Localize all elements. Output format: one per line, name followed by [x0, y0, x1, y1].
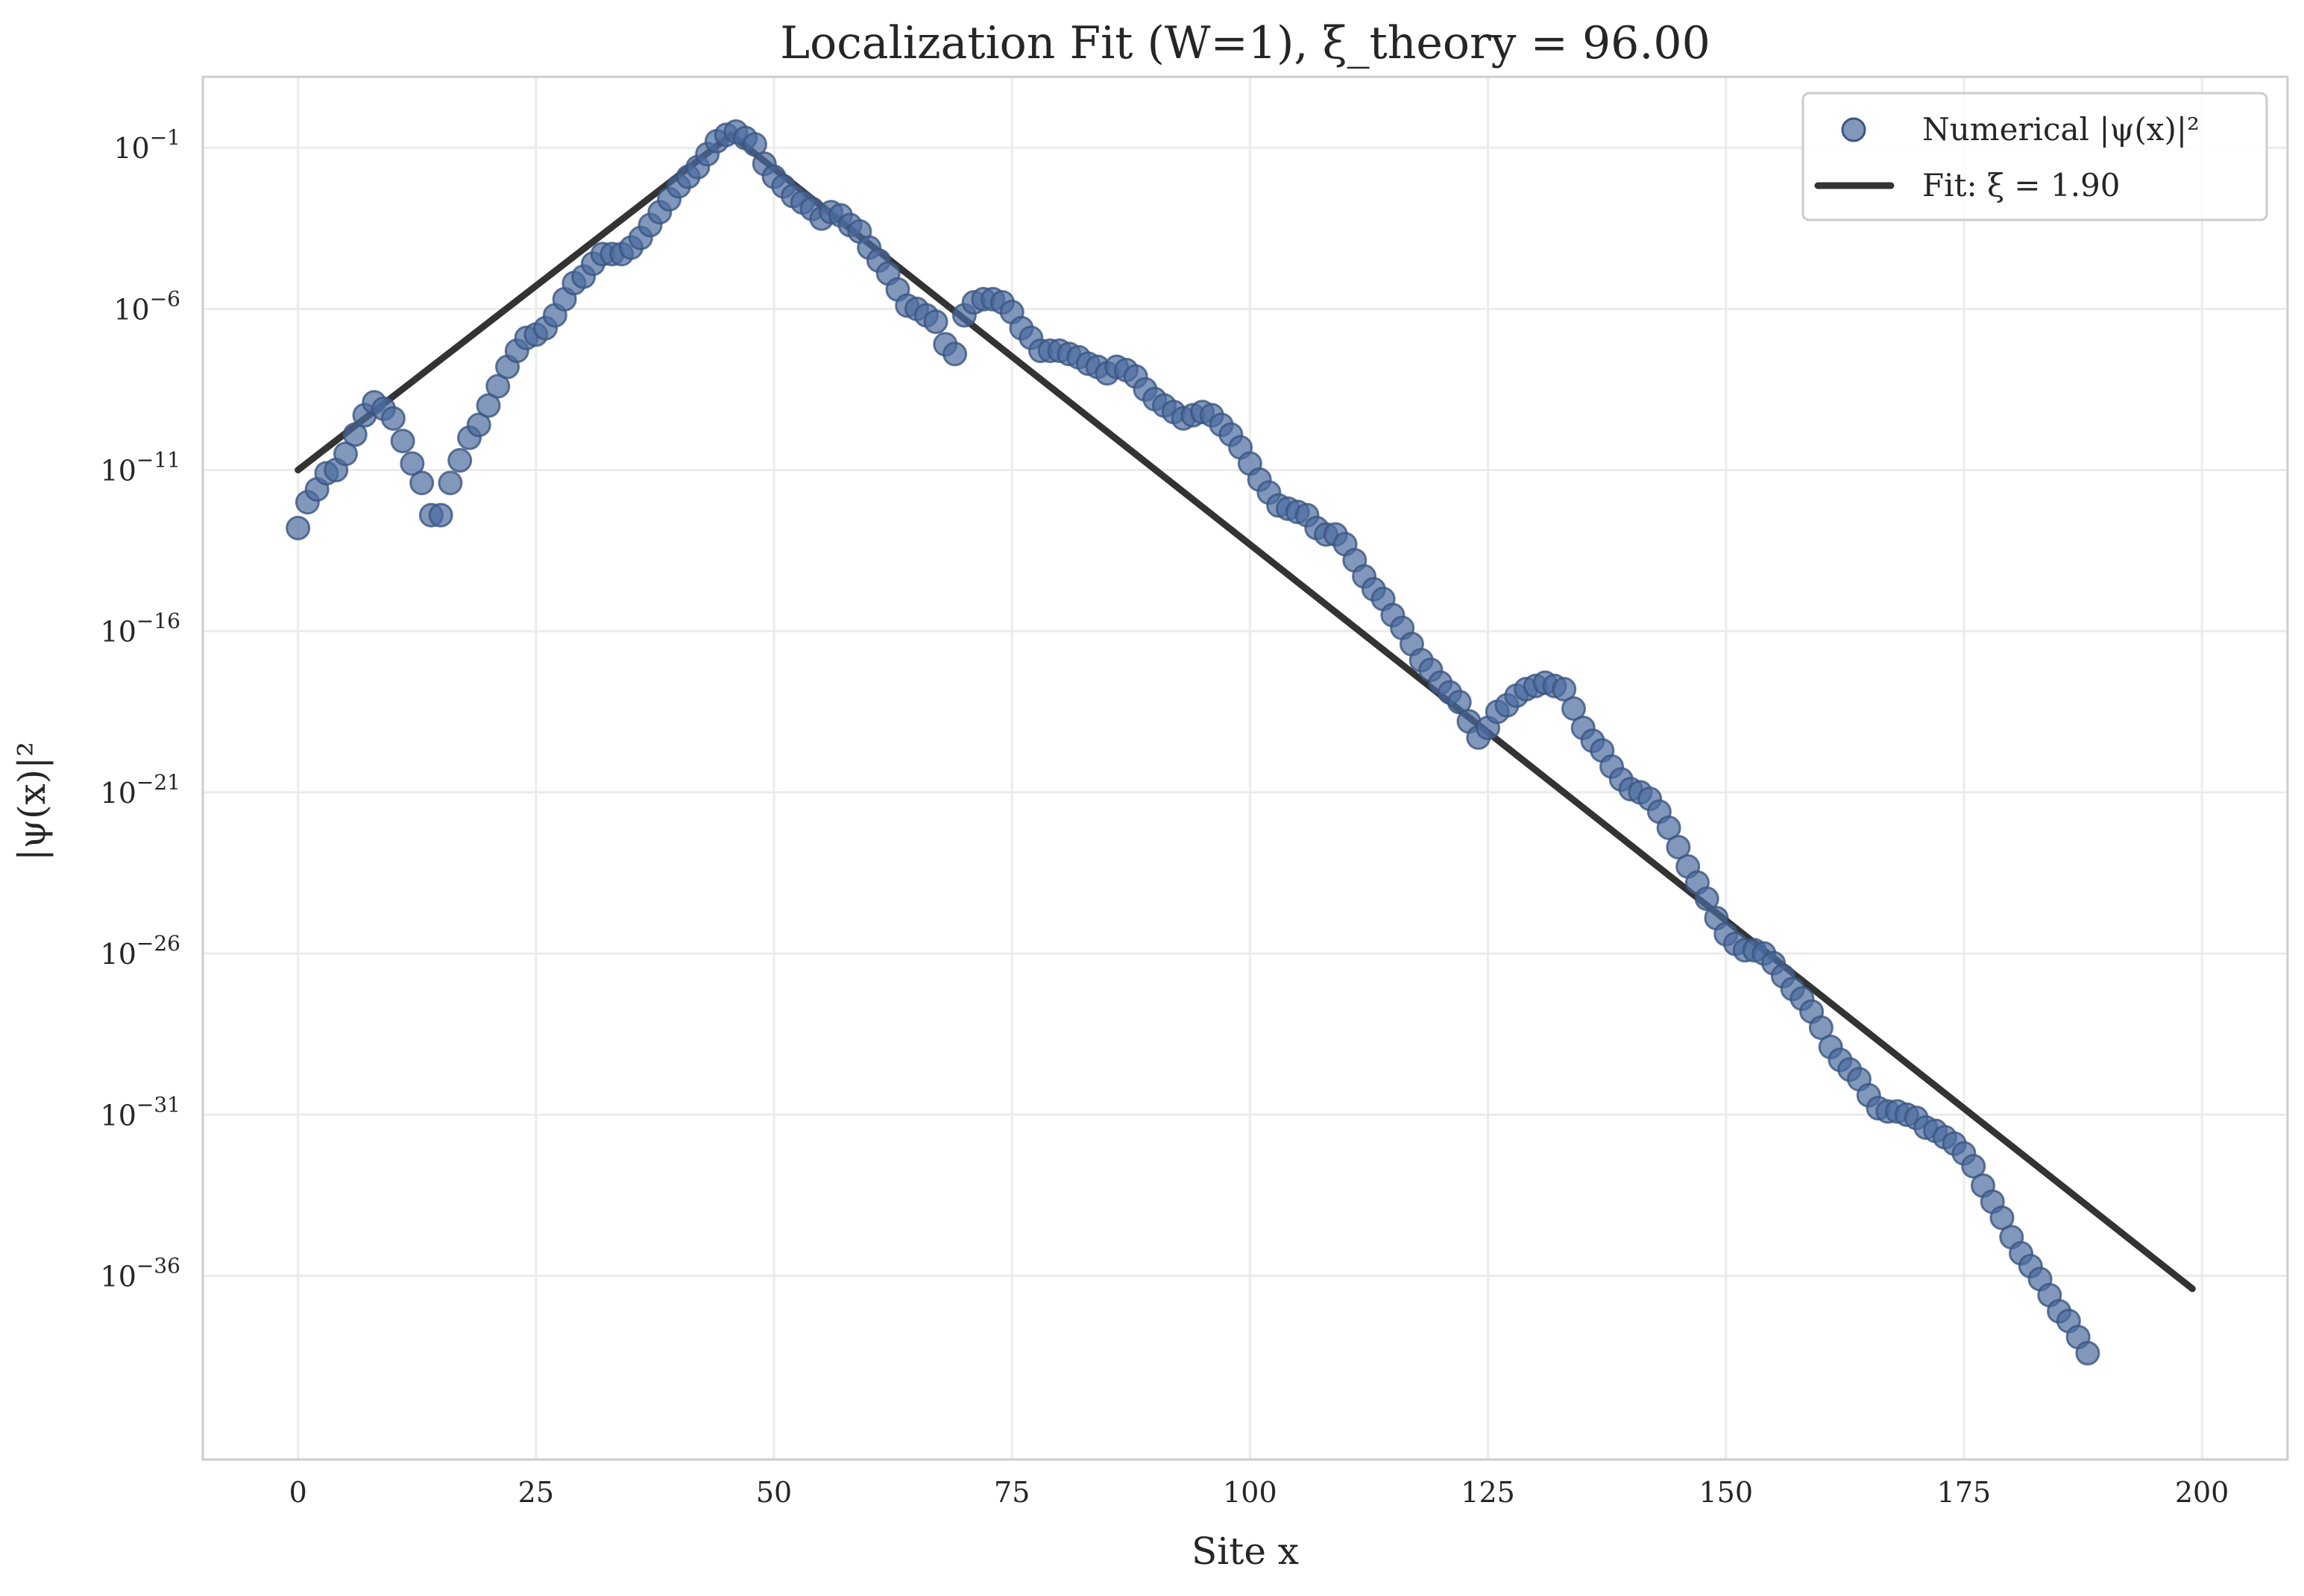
legend-label-numerical: Numerical |ψ(x)|² — [1922, 111, 2200, 148]
data-point — [1552, 677, 1577, 702]
data-point — [1808, 1015, 1834, 1041]
data-point — [390, 429, 415, 454]
data-point — [1561, 696, 1586, 722]
y-axis-ticks: 10−1 10−6 10−11 10−16 10−21 10−26 10−31 10−36 — [101, 125, 180, 1293]
x-tick-label: 175 — [1937, 1476, 1992, 1509]
x-axis-label: Site x — [1192, 1530, 1299, 1573]
y-tick-label: 10−11 — [101, 448, 180, 488]
plot-frame — [201, 75, 2289, 1461]
data-point — [447, 448, 473, 473]
data-point — [438, 470, 463, 496]
data-point — [1961, 1154, 1986, 1179]
x-tick-label: 75 — [994, 1476, 1030, 1509]
data-point — [923, 309, 948, 335]
x-tick-label: 100 — [1223, 1476, 1277, 1509]
data-point — [333, 441, 359, 467]
y-tick-label: 10−26 — [101, 931, 180, 971]
data-point — [476, 393, 501, 418]
data-point — [286, 515, 311, 540]
y-tick-label: 10−16 — [101, 609, 180, 649]
x-tick-label: 200 — [2175, 1476, 2229, 1509]
data-point — [1666, 834, 1691, 859]
y-axis-label: |ψ(x)|² — [10, 742, 54, 861]
data-point — [380, 406, 406, 431]
data-point — [485, 373, 511, 399]
legend-marker-numerical — [1841, 117, 1866, 142]
data-point — [428, 502, 453, 528]
data-point — [1694, 886, 1719, 912]
y-tick-label: 10−21 — [101, 770, 180, 810]
data-point — [942, 341, 968, 367]
data-point — [1447, 690, 1472, 715]
data-point — [342, 422, 368, 447]
y-tick-label: 10−36 — [101, 1254, 180, 1293]
data-point — [1989, 1205, 2015, 1231]
data-point — [742, 132, 767, 157]
data-point — [1656, 815, 1681, 840]
x-tick-label: 150 — [1699, 1476, 1753, 1509]
legend-box — [1801, 92, 2268, 221]
y-tick-label: 10−6 — [113, 286, 180, 326]
y-tick-label: 10−1 — [113, 125, 180, 165]
points-layer — [286, 119, 2100, 1366]
data-point — [400, 451, 425, 476]
data-point — [466, 412, 491, 438]
x-tick-label: 0 — [289, 1476, 307, 1509]
x-tick-label: 125 — [1461, 1476, 1515, 1509]
legend-label-fit: Fit: ξ = 1.90 — [1922, 167, 2121, 204]
x-axis-ticks: 0 25 50 75 100 125 150 175 200 — [289, 1476, 2229, 1509]
chart-title: Localization Fit (W=1), ξ_theory = 96.00 — [780, 17, 1710, 69]
data-point — [2075, 1340, 2100, 1366]
x-tick-label: 50 — [756, 1476, 792, 1509]
data-point — [409, 470, 435, 496]
y-tick-label: 10−31 — [101, 1092, 180, 1132]
x-tick-label: 25 — [518, 1476, 554, 1509]
legend: Numerical |ψ(x)|² Fit: ξ = 1.90 — [1801, 92, 2268, 221]
